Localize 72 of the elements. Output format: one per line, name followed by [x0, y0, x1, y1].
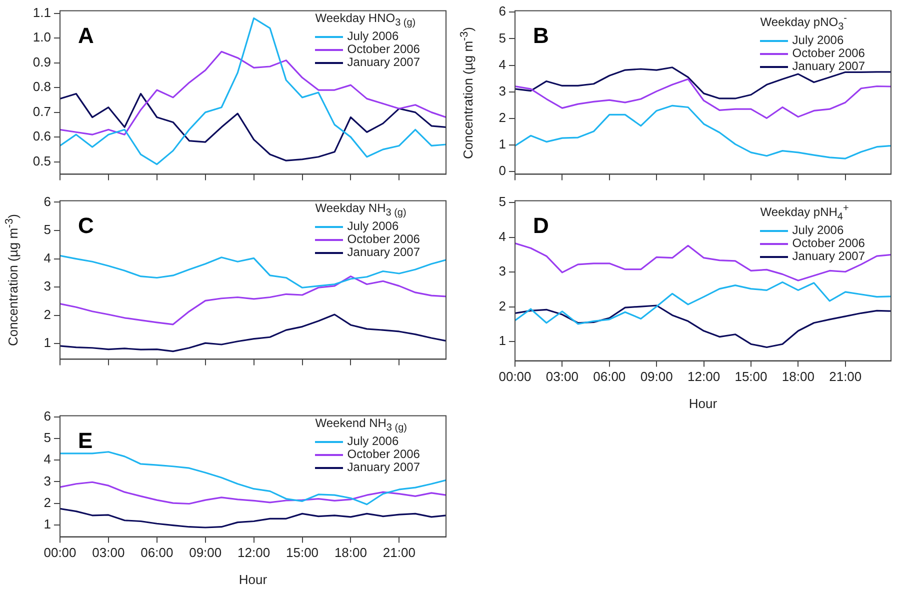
y-tick-label: 2 — [498, 110, 506, 125]
text: C — [78, 212, 94, 239]
legend-label: January 2007 — [347, 460, 420, 474]
x-tick-label: 09:00 — [640, 369, 673, 384]
y-tick-label: 2 — [44, 494, 51, 510]
y-tick-label: 4 — [498, 228, 506, 244]
legend-title: Weekend NH$_{3 (g)}$ — [315, 416, 408, 434]
legend-label: October 2006 — [347, 42, 420, 56]
x-tick-label: 18:00 — [782, 369, 814, 384]
y-tick-label: 3 — [498, 83, 506, 98]
legend-label: January 2007 — [792, 59, 865, 74]
y-tick-label: 1.1 — [32, 4, 51, 20]
legend-label: October 2006 — [792, 46, 865, 60]
text: D — [533, 212, 549, 239]
x-tick-label: 06:00 — [593, 369, 626, 384]
legend-title: Weekday NH$_{3 (g)}$ — [315, 200, 408, 220]
legend-label: October 2006 — [347, 447, 420, 462]
y-tick-label: 0.9 — [32, 54, 51, 70]
x-tick-label: 15:00 — [286, 545, 319, 560]
x-tick-label: 21:00 — [829, 369, 862, 384]
x-tick-label: 03:00 — [546, 369, 578, 384]
y-tick-label: 5 — [498, 30, 506, 46]
y-tick-label: 1.0 — [32, 30, 51, 45]
x-axis-title: Hour — [238, 572, 268, 587]
y-tick-label: 2 — [498, 298, 506, 314]
y-tick-label: 6 — [498, 4, 506, 19]
x-tick-label: 12:00 — [688, 369, 720, 384]
x-tick-label: 00:00 — [44, 545, 76, 560]
x-axis-title: Hour — [688, 396, 718, 411]
text: E — [78, 428, 93, 454]
y-tick-label: 0.5 — [32, 153, 51, 168]
x-tick-label: 15:00 — [734, 369, 768, 384]
y-tick-label: 4 — [44, 250, 51, 266]
legend-title: Weekday HNO$_{3 (g)}$ — [315, 10, 417, 30]
y-tick-label: 1 — [498, 136, 506, 152]
y-tick-label: 0 — [498, 163, 506, 178]
y-tick-label: 5 — [44, 222, 51, 238]
y-tick-label: 3 — [498, 264, 506, 279]
x-tick-label: 00:00 — [498, 369, 532, 384]
y-tick-label: 0.6 — [32, 128, 51, 144]
legend-label: January 2007 — [792, 249, 865, 264]
x-tick-label: 21:00 — [382, 545, 416, 560]
x-tick-label: 03:00 — [92, 545, 125, 560]
text: A — [78, 22, 94, 49]
x-tick-label: 09:00 — [189, 545, 222, 560]
y-tick-label: 1 — [498, 333, 506, 348]
y-tick-label: 0.8 — [32, 79, 51, 94]
y-tick-label: 5 — [498, 194, 506, 210]
y-tick-label: 3 — [44, 473, 51, 488]
y-tick-label: 1 — [44, 335, 51, 350]
x-tick-label: 06:00 — [140, 545, 174, 560]
legend-label: July 2006 — [347, 219, 399, 234]
y-tick-label: 1 — [44, 516, 51, 532]
y-tick-label: 3 — [44, 278, 51, 294]
x-tick-label: 18:00 — [334, 545, 367, 560]
legend-label: July 2006 — [792, 223, 844, 238]
legend-label: October 2006 — [792, 236, 865, 250]
legend-label: October 2006 — [347, 232, 420, 246]
legend-label: July 2006 — [347, 29, 399, 44]
legend-label: July 2006 — [347, 434, 399, 448]
y-tick-label: 6 — [44, 194, 51, 209]
legend-label: January 2007 — [347, 55, 420, 70]
legend-label: January 2007 — [347, 245, 420, 260]
x-tick-label: 12:00 — [238, 545, 270, 560]
legend-label: July 2006 — [792, 33, 844, 48]
y-tick-label: 0.7 — [32, 104, 51, 119]
y-tick-label: 4 — [498, 56, 506, 72]
y-tick-label: 4 — [44, 452, 51, 467]
text: B — [533, 22, 549, 49]
y-tick-label: 5 — [44, 430, 51, 446]
y-tick-label: 6 — [44, 408, 51, 424]
y-tick-label: 2 — [44, 306, 51, 322]
